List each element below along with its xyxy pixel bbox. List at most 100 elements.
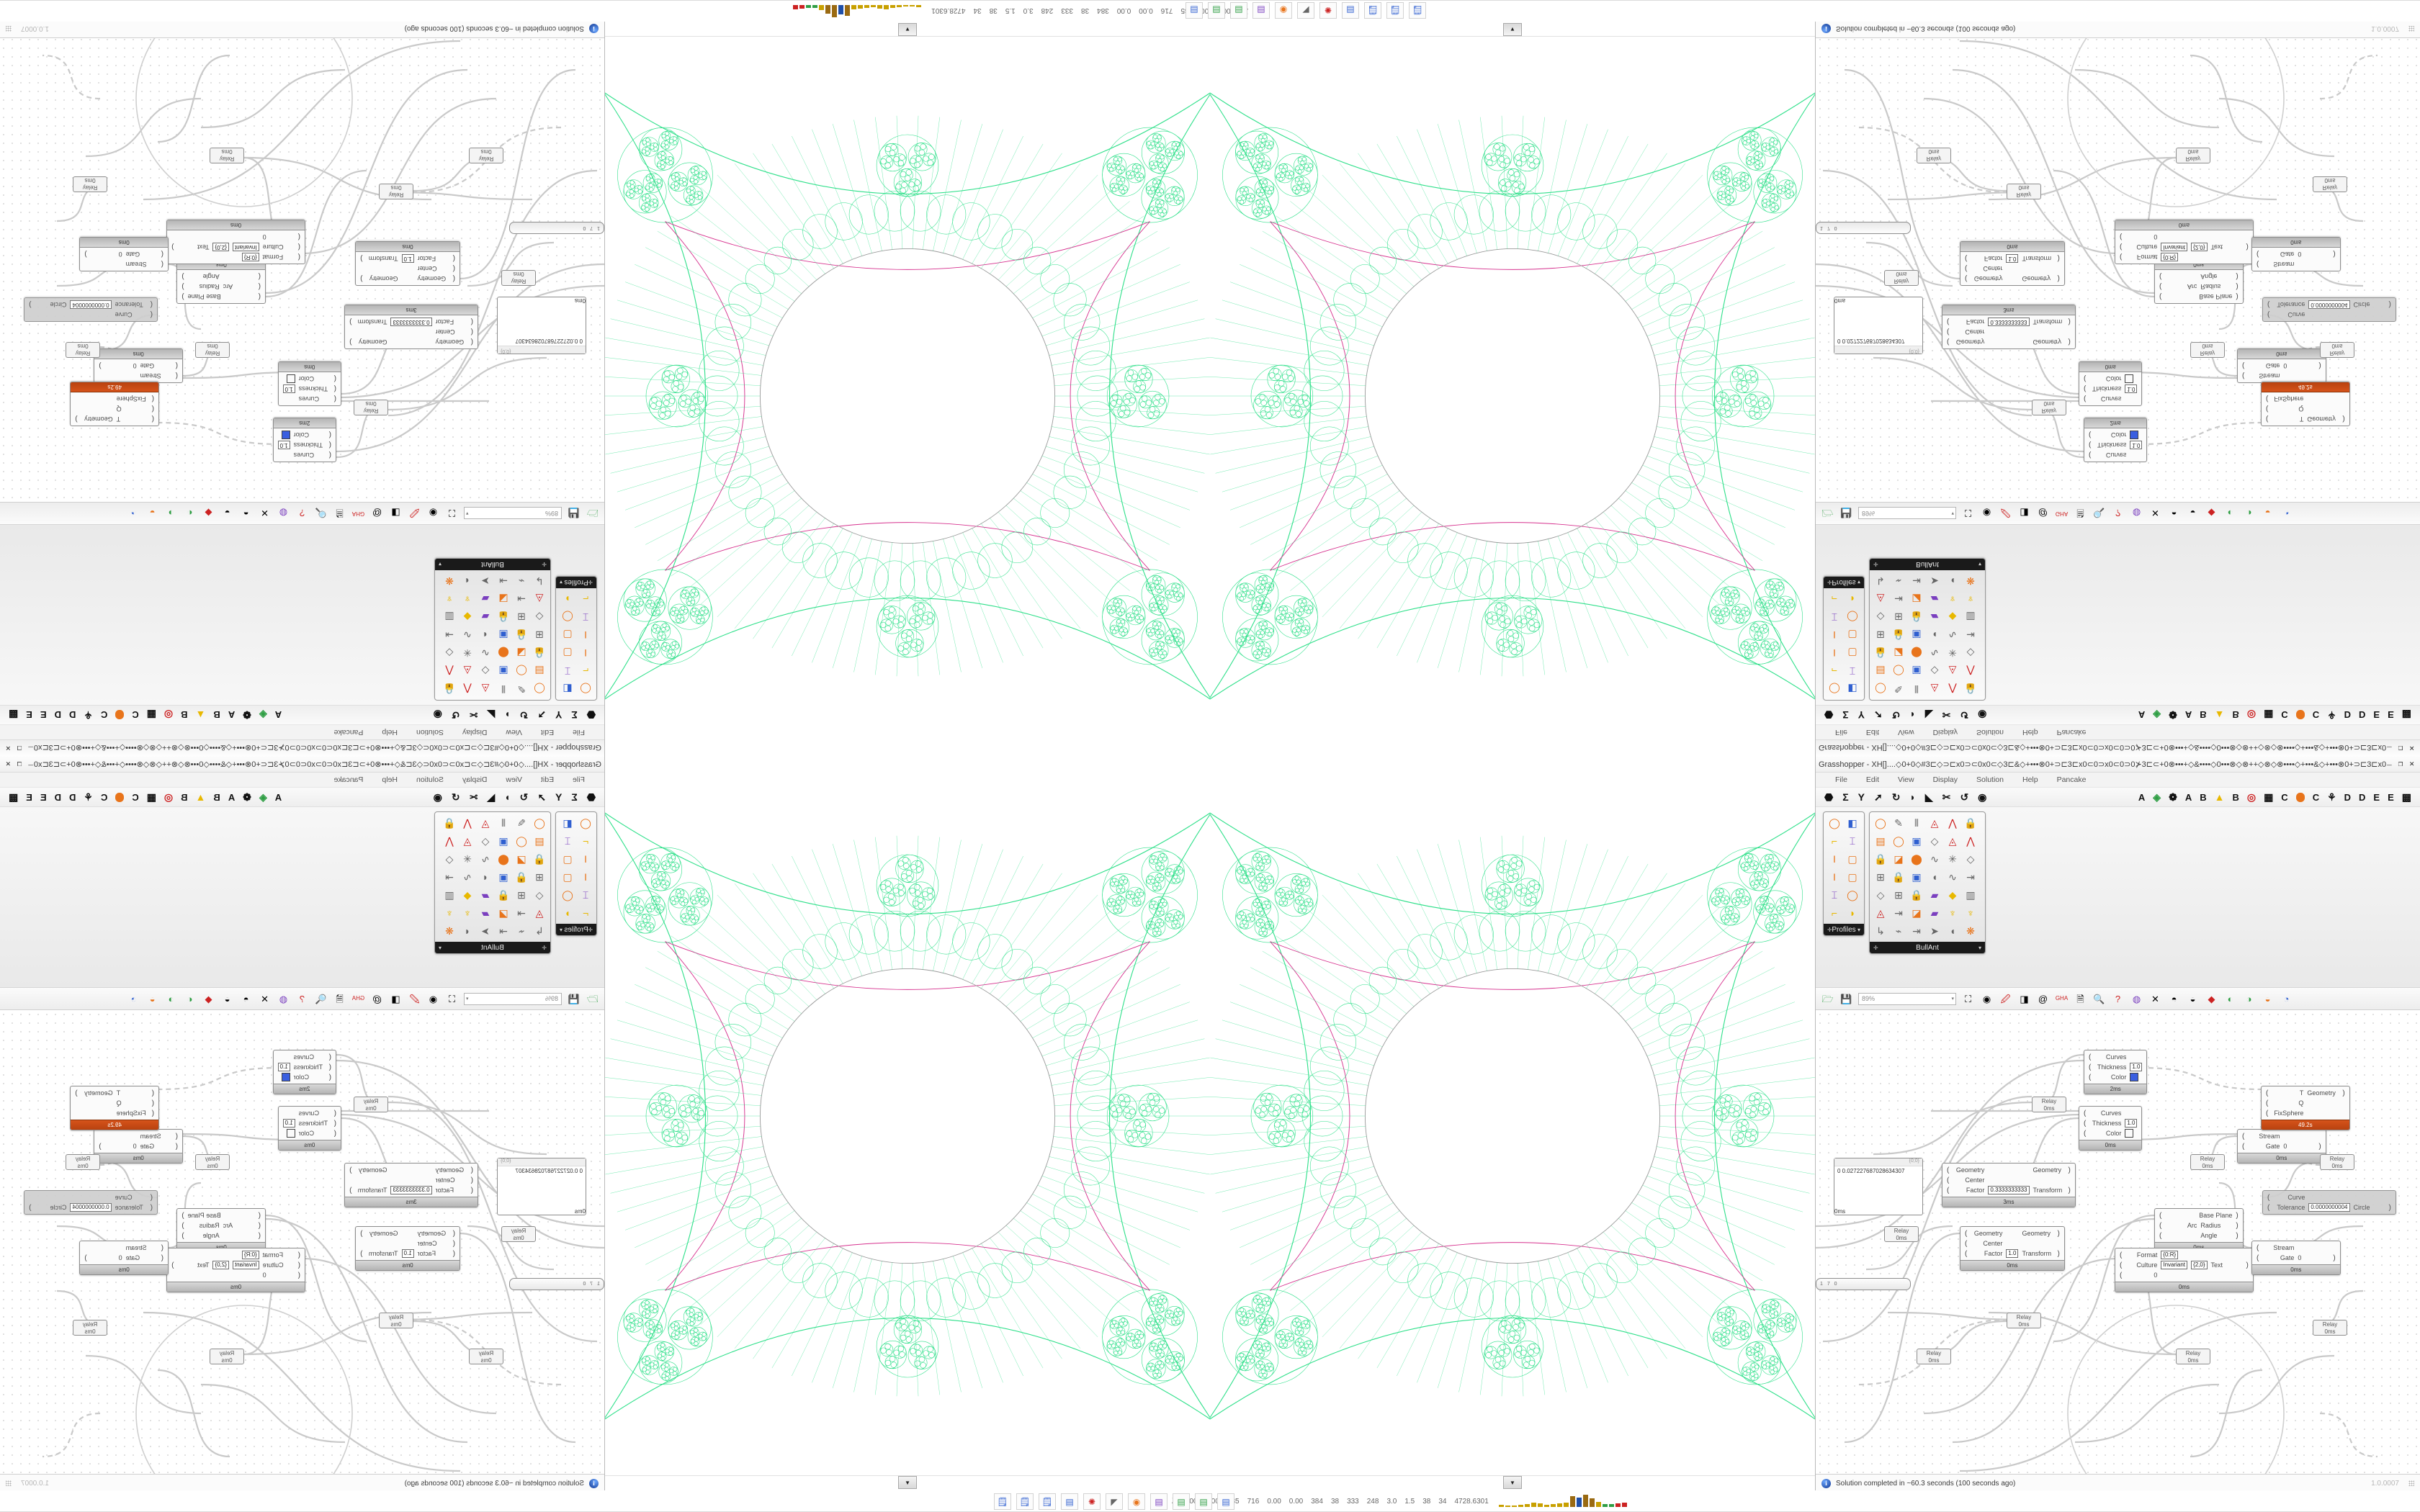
gh-node-custom-preview-1[interactable]: (Curves(Thickness 1.0(Color 2ms (2084, 418, 2148, 462)
gh-node-scale-1[interactable]: (Geometry Geometry)(Center(Factor 0.333333… (1942, 1163, 2076, 1207)
ring-icon[interactable]: ◯ (1829, 817, 1840, 829)
preview-eye-icon[interactable]: ◉ (1982, 508, 1991, 519)
i-beam-cursor-icon[interactable]: ⌶ (582, 889, 589, 901)
node-input-port[interactable]: ( (2257, 250, 2259, 258)
ring-icon[interactable]: ◯ (1893, 835, 1904, 847)
ring-icon[interactable]: ◯ (1829, 683, 1840, 695)
node-input-port[interactable]: ( (258, 1231, 261, 1240)
diamond-icon[interactable]: ◇ (535, 889, 544, 901)
node-value-field[interactable]: {2,0} (212, 243, 229, 251)
node-input-port[interactable]: ( (1947, 1166, 1950, 1174)
palette-pin-icon[interactable]: ✛ (588, 579, 593, 586)
vector-arrow-icon[interactable]: ➚ (537, 709, 547, 721)
node-value-field[interactable]: 1.0 (277, 441, 290, 449)
node-output-port[interactable]: ) (2342, 415, 2345, 423)
banana-icon[interactable]: ◗ (564, 593, 571, 605)
rainbow-icon[interactable]: ▰ (1930, 907, 1939, 919)
gh-relay[interactable]: Relay 0ms (354, 400, 388, 415)
ribbon-tab-B[interactable]: B (2200, 709, 2207, 721)
egg-dark-icon[interactable]: ◓ (2171, 993, 2177, 1004)
flower-icon[interactable]: ❋ (445, 925, 454, 937)
lock-icon[interactable]: 🔒 (1964, 683, 1977, 695)
node-value-field[interactable]: 0.3333333333 (390, 318, 432, 326)
ring-icon[interactable]: ◯ (1875, 683, 1886, 695)
node-input-port[interactable]: ( (161, 250, 163, 258)
egg-red-icon[interactable]: ◆ (2208, 993, 2215, 1004)
frame-node-icon[interactable]: ⊞ (517, 611, 526, 623)
node-output-port[interactable]: ) (29, 1203, 32, 1212)
node-output-port[interactable]: ) (2318, 1142, 2321, 1151)
rhino-viewport-canvas[interactable] (605, 36, 1210, 756)
shell-icon[interactable]: ◖ (482, 871, 489, 883)
palette-pin-icon[interactable]: ✛ (542, 944, 547, 951)
widget-icon[interactable]: ◨ (391, 993, 400, 1004)
node-output-port[interactable]: ) (2057, 1229, 2060, 1238)
tiles-icon[interactable]: ▩ (9, 709, 19, 721)
ribbon-tab-E[interactable]: E (40, 709, 47, 721)
node-input-port[interactable]: ( (2084, 395, 2087, 403)
frame-node-icon[interactable]: ⊞ (535, 629, 544, 641)
menu-item-display[interactable]: Display (1932, 775, 1958, 784)
menu-item-file[interactable]: File (1835, 775, 1847, 784)
lock-icon[interactable]: 🔒 (1874, 853, 1887, 865)
curve-node-icon[interactable]: ∿ (1930, 853, 1939, 865)
gh-panel-node[interactable]: {0;0} 0 0.027227687028634307 0ms (1834, 297, 1923, 354)
ribbon-tab-D[interactable]: D (2344, 709, 2352, 721)
i-beam-cursor-icon[interactable]: ⌶ (1849, 665, 1856, 677)
node-input-port[interactable]: ( (2159, 292, 2162, 301)
maths-sigma-icon[interactable]: Σ (571, 709, 578, 721)
red-truss-icon[interactable]: ⋀ (1948, 817, 1957, 829)
grid-icon[interactable]: ▦ (2264, 709, 2274, 721)
egg-orange-icon[interactable]: ◒ (2264, 508, 2271, 519)
egg-blue-icon[interactable]: ◔ (2283, 993, 2290, 1004)
shell-icon[interactable]: ◖ (482, 629, 489, 641)
i-beam-icon[interactable]: I (1833, 629, 1836, 641)
gh-relay[interactable]: Relay 0ms (2320, 1154, 2354, 1170)
ribbon-tab-C[interactable]: C (100, 709, 108, 721)
node-input-port[interactable]: ( (2267, 1203, 2270, 1212)
star-node-icon[interactable]: ✳ (463, 647, 472, 659)
lock-icon[interactable]: 🔒 (1874, 647, 1887, 659)
node-input-port[interactable]: ( (2266, 395, 2269, 403)
square-blue-icon[interactable]: ◧ (1847, 683, 1857, 695)
node-input-port[interactable]: ( (470, 1176, 473, 1184)
zoom-level-combobox[interactable]: 89% ▾ (464, 507, 562, 520)
save-icon[interactable]: 💾 (1840, 993, 1852, 1004)
gh-relay[interactable]: Relay 0ms (2176, 1349, 2210, 1364)
rainbow-icon[interactable]: ▰ (1930, 889, 1939, 901)
gh-relay[interactable]: Relay 0ms (1884, 270, 1919, 286)
shell-icon[interactable]: ◖ (464, 575, 471, 587)
node-output-port[interactable]: ) (2342, 1089, 2345, 1097)
node-input-port[interactable]: ( (333, 1129, 336, 1138)
lock-icon[interactable]: 🔒 (1964, 817, 1977, 829)
node-value-field[interactable]: {2,0} (212, 1261, 229, 1269)
menu-item-view[interactable]: View (506, 728, 522, 737)
grasshopper-canvas[interactable]: (Curves(Thickness 1.0(Color 2ms(Curves(Thi… (1816, 38, 2420, 502)
menu-item-help[interactable]: Help (2022, 728, 2038, 737)
gh-relay[interactable]: Relay 0ms (1884, 1226, 1919, 1242)
node-input-port[interactable]: ( (2257, 1254, 2259, 1262)
node-output-port[interactable]: ) (349, 1166, 352, 1174)
node-input-port[interactable]: ( (470, 328, 473, 336)
ribbon-tab-D[interactable]: D (54, 709, 61, 721)
gh-relay[interactable]: Relay 0ms (73, 1320, 107, 1336)
at-icon[interactable]: @ (372, 508, 382, 519)
egg-teal-icon[interactable]: ◐ (187, 993, 193, 1004)
node-output-port[interactable]: ) (2057, 274, 2060, 283)
node-output-port[interactable]: ) (99, 361, 102, 370)
node-input-port[interactable]: ( (161, 1254, 163, 1262)
gh-node-circle-fit[interactable]: (Curve(Tolerance 0.0000000004 Circle) (24, 297, 158, 322)
minimize-button[interactable]: _ (28, 759, 33, 768)
gh-relay[interactable]: Relay 0ms (73, 176, 107, 192)
save-icon[interactable]: 💾 (568, 508, 580, 519)
fit-view-icon[interactable]: ⛶ (1964, 508, 1972, 519)
curve-spiral-icon[interactable]: ↻ (519, 709, 529, 721)
node-value-field[interactable]: Invariant (2161, 243, 2188, 251)
i-beam-icon[interactable]: I (584, 853, 587, 865)
gh-node-scale-1[interactable]: (Geometry Geometry)(Center(Factor 0.333333… (344, 1163, 478, 1207)
weaverbird-icon[interactable]: ❁ (2169, 709, 2177, 721)
rainbow-icon[interactable]: ▰ (481, 907, 490, 919)
ring-icon[interactable]: ◯ (562, 889, 573, 901)
frame-node-icon[interactable]: ⊞ (1894, 611, 1903, 623)
